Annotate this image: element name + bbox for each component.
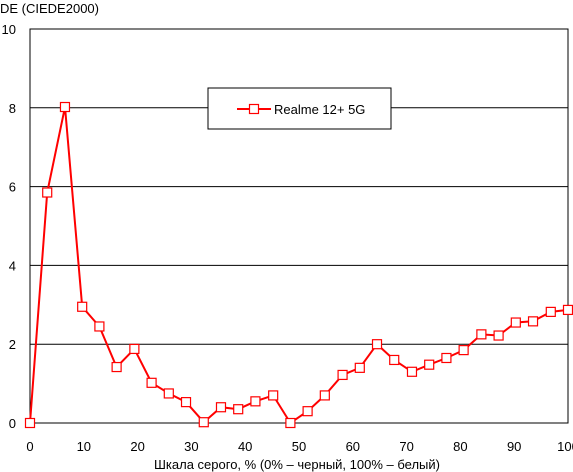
plot-area [29, 28, 569, 424]
x-tick-label: 50 [292, 439, 306, 454]
x-tick-label: 30 [184, 439, 198, 454]
data-point [337, 369, 348, 381]
data-point [493, 330, 504, 341]
data-point [441, 352, 452, 364]
y-axis-label: DE (CIEDE2000) [0, 1, 99, 16]
data-point [285, 417, 296, 429]
data-point [302, 406, 313, 417]
data-point [476, 329, 487, 340]
legend: Realme 12+ 5G [207, 87, 392, 130]
y-tick-label: 8 [9, 101, 16, 116]
data-point [94, 321, 105, 332]
data-point [562, 304, 573, 316]
data-point [59, 101, 71, 113]
y-tick-label: 6 [9, 180, 16, 195]
x-axis-label: Шкала серого, % (0% – черный, 100% – бел… [154, 457, 440, 472]
data-point [198, 417, 209, 428]
data-point [406, 366, 418, 377]
data-point [458, 345, 469, 356]
y-axis: 0 2 4 6 8 10 [2, 22, 16, 431]
data-point [42, 187, 53, 198]
data-point [215, 402, 227, 413]
data-point [424, 359, 435, 370]
grid [30, 107, 568, 345]
x-axis: 0 10 20 30 40 50 60 70 80 90 100 [26, 439, 573, 454]
data-point [111, 361, 122, 373]
x-tick-label: 80 [453, 439, 467, 454]
series-group [24, 101, 573, 429]
data-point [129, 343, 140, 355]
data-point [527, 316, 539, 327]
data-point [180, 397, 192, 408]
data-point [545, 306, 556, 317]
y-tick-label: 0 [9, 416, 16, 431]
data-point [77, 301, 88, 312]
data-point [510, 317, 521, 328]
data-point [250, 396, 261, 407]
x-tick-label: 90 [507, 439, 521, 454]
y-tick-label: 2 [9, 337, 16, 352]
data-point [319, 390, 330, 401]
x-tick-label: 0 [26, 439, 33, 454]
data-point [268, 390, 279, 401]
x-tick-label: 10 [77, 439, 91, 454]
data-point [389, 354, 400, 366]
data-point [163, 388, 174, 399]
x-tick-label: 60 [346, 439, 360, 454]
y-tick-label: 4 [9, 258, 16, 273]
data-point [233, 404, 244, 415]
x-tick-label: 100 [557, 439, 573, 454]
x-tick-label: 40 [238, 439, 252, 454]
x-tick-label: 70 [399, 439, 413, 454]
data-point [146, 377, 157, 388]
legend-marker [248, 103, 260, 115]
legend-label: Realme 12+ 5G [274, 102, 365, 117]
data-point [371, 339, 383, 350]
x-tick-label: 20 [130, 439, 144, 454]
y-tick-label: 10 [2, 22, 16, 37]
data-point [354, 362, 365, 373]
data-point [24, 417, 36, 429]
